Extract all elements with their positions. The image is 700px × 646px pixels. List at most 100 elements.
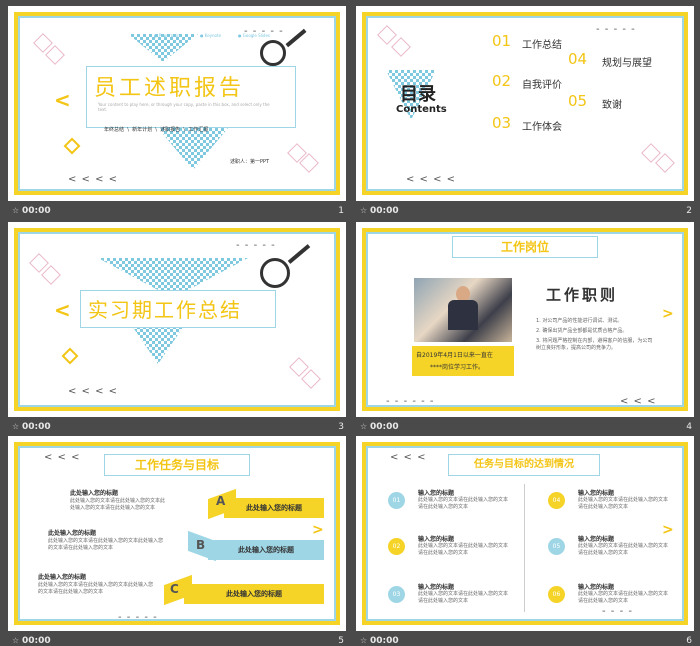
dashes-icon: < < < < — [406, 174, 457, 185]
dashes-icon: - - - - - — [596, 24, 636, 35]
slide-duration: 00:00 — [370, 206, 399, 216]
slide-frame-inner — [366, 232, 684, 407]
banner-title: 工作岗位 — [452, 236, 598, 258]
slide-duration: 00:00 — [22, 636, 51, 646]
toc-item-03[interactable]: 工作体会 — [522, 122, 562, 133]
slide-frame-inner — [18, 446, 336, 621]
caption-line-1: 自2019年4月1日以来一直在 — [416, 352, 493, 359]
band-b-letter: B — [196, 538, 206, 552]
item-body-2: 此处输入您的文本请在此处输入您的文本此处输入您的文本请在此处输入您的文本 — [48, 538, 164, 551]
dashes-icon: < < < — [620, 396, 657, 407]
dashes-icon: - - - - — [602, 606, 633, 617]
goal-title-05: 输入您的标题 — [578, 536, 615, 543]
slide-caption: ☆ 00:00 5 — [8, 635, 346, 646]
menu-item-1: 年终总结 — [104, 127, 125, 133]
menu-item-4: 工作汇报 — [188, 127, 209, 133]
slide-frame-inner — [18, 232, 336, 407]
slide-frame — [14, 228, 340, 411]
goal-badge-06: 06 — [548, 586, 565, 603]
slide-caption: ☆ 00:00 6 — [356, 635, 694, 646]
dashes-icon: - - - - - — [118, 612, 158, 623]
menu-item-2: 新年计划 — [132, 127, 153, 133]
goal-badge-05: 05 — [548, 538, 565, 555]
goal-title-01: 输入您的标题 — [418, 490, 455, 497]
slide-number: 3 — [338, 422, 344, 432]
goal-badge-01: 01 — [388, 492, 405, 509]
toc-num-03: 03 — [492, 114, 512, 132]
slide-description: Your content to play here, or through yo… — [98, 102, 270, 112]
slide-thumbnail-5[interactable]: 工作任务与目标 此处输入您的标题 此处输入您的文本请在此处输入您的文本此处输入您… — [8, 436, 346, 646]
office-photo — [414, 278, 512, 342]
band-a[interactable]: 此处输入您的标题 — [224, 498, 324, 518]
band-c-letter: C — [170, 582, 179, 596]
toc-item-05[interactable]: 致谢 — [602, 100, 622, 111]
slide-duration: 00:00 — [370, 422, 399, 432]
goal-body-06: 此处输入您的文本请在此处输入您的文本请在此处输入您的文本 — [578, 591, 669, 604]
chevron-right-icon: > — [312, 522, 324, 538]
dashes-icon: < < < < — [68, 386, 119, 397]
slide-frame — [362, 12, 688, 195]
item-title-3: 此处输入您的标题 — [38, 574, 87, 581]
goal-body-05: 此处输入您的文本请在此处输入您的文本请在此处输入您的文本 — [578, 543, 669, 556]
item-title-1: 此处输入您的标题 — [70, 490, 119, 497]
star-icon: ☆ — [12, 206, 20, 215]
slide-canvas: 工作岗位 自2019年4月1日以来一直在 ****岗位学习工作。 工作职则 1.… — [356, 222, 694, 417]
toc-num-04: 04 — [568, 50, 588, 68]
platform-2: ● Keynote — [200, 33, 222, 38]
band-b[interactable]: 此处输入您的标题 — [208, 540, 324, 560]
platform-3: ● Google Slides — [238, 33, 270, 38]
bullet-3: 3. 将问题严格控制在内部，避得客户的信服，为公司树立良好形象，提高公司的竞争力… — [536, 338, 653, 351]
goal-body-02: 此处输入您的文本请在此处输入您的文本请在此处输入您的文本 — [418, 543, 509, 556]
slide-frame — [14, 12, 340, 195]
toc-item-04[interactable]: 规划与展望 — [602, 58, 652, 69]
bullet-2: 2. 确保出货产品全部都是优质合格产品。 — [536, 328, 628, 334]
dashes-icon: < < < — [390, 452, 427, 463]
slide-thumbnail-2[interactable]: 目录 Contents 01 工作总结 02 自我评价 03 工作体会 04 规… — [356, 6, 694, 218]
slide-number: 2 — [686, 206, 692, 216]
slide-thumbnail-6[interactable]: 任务与目标的达到情况 01 输入您的标题 此处输入您的文本请在此处输入您的文本请… — [356, 436, 694, 646]
title-frame — [80, 290, 276, 328]
toc-num-02: 02 — [492, 72, 512, 90]
slide-caption: ☆ 00:00 1 — [8, 205, 346, 217]
chevron-right-icon: > — [662, 306, 674, 322]
star-icon: ☆ — [360, 422, 368, 431]
band-c[interactable]: 此处输入您的标题 — [184, 584, 324, 604]
title-frame — [86, 66, 296, 128]
toc-item-02[interactable]: 自我评价 — [522, 80, 562, 91]
banner-title: 工作任务与目标 — [104, 454, 250, 476]
goal-title-06: 输入您的标题 — [578, 584, 615, 591]
slide-number: 6 — [686, 636, 692, 646]
slide-thumbnail-1[interactable]: ● Powerpoint ● Keynote ● Google Slides 员… — [8, 6, 346, 218]
slide-number: 4 — [686, 422, 692, 432]
slide-number: 5 — [338, 636, 344, 646]
slide-duration: 00:00 — [370, 636, 399, 646]
toc-heading-en: Contents — [396, 104, 447, 115]
item-body-3: 此处输入您的文本请在此处输入您的文本此处输入您的文本请在此处输入您的文本 — [38, 582, 154, 595]
slide-canvas: 任务与目标的达到情况 01 输入您的标题 此处输入您的文本请在此处输入您的文本请… — [356, 436, 694, 631]
chevron-right-icon: > — [662, 522, 674, 538]
dashes-icon: < < < — [44, 452, 81, 463]
toc-item-01[interactable]: 工作总结 — [522, 40, 562, 51]
reporter-label: 述职人：第一PPT — [230, 159, 270, 165]
item-body-1: 此处输入您的文本请在此处输入您的文本此处输入您的文本请在此处输入您的文本 — [70, 498, 166, 511]
goal-badge-03: 03 — [388, 586, 405, 603]
star-icon: ☆ — [360, 636, 368, 645]
slide-frame — [362, 442, 688, 625]
caption-box — [412, 346, 514, 376]
slide-frame — [14, 442, 340, 625]
goal-body-01: 此处输入您的文本请在此处输入您的文本请在此处输入您的文本 — [418, 497, 509, 510]
slide-thumbnail-4[interactable]: 工作岗位 自2019年4月1日以来一直在 ****岗位学习工作。 工作职则 1.… — [356, 222, 694, 434]
slide-frame-inner — [18, 16, 336, 191]
slide-thumbnail-3[interactable]: 实习期工作总结 < < < < < - - - - - ☆ 00:00 3 — [8, 222, 346, 434]
dashes-icon: < < < < — [68, 174, 119, 185]
toc-num-05: 05 — [568, 92, 588, 110]
goal-title-03: 输入您的标题 — [418, 584, 455, 591]
section-heading: 工作职则 — [546, 286, 619, 304]
toc-heading: 目录 — [400, 84, 436, 105]
magnifier-icon — [260, 258, 290, 288]
star-icon: ☆ — [12, 636, 20, 645]
slide-duration: 00:00 — [22, 206, 51, 216]
goal-title-02: 输入您的标题 — [418, 536, 455, 543]
slide-title: 员工述职报告 — [94, 76, 245, 101]
slide-frame-inner — [366, 16, 684, 191]
